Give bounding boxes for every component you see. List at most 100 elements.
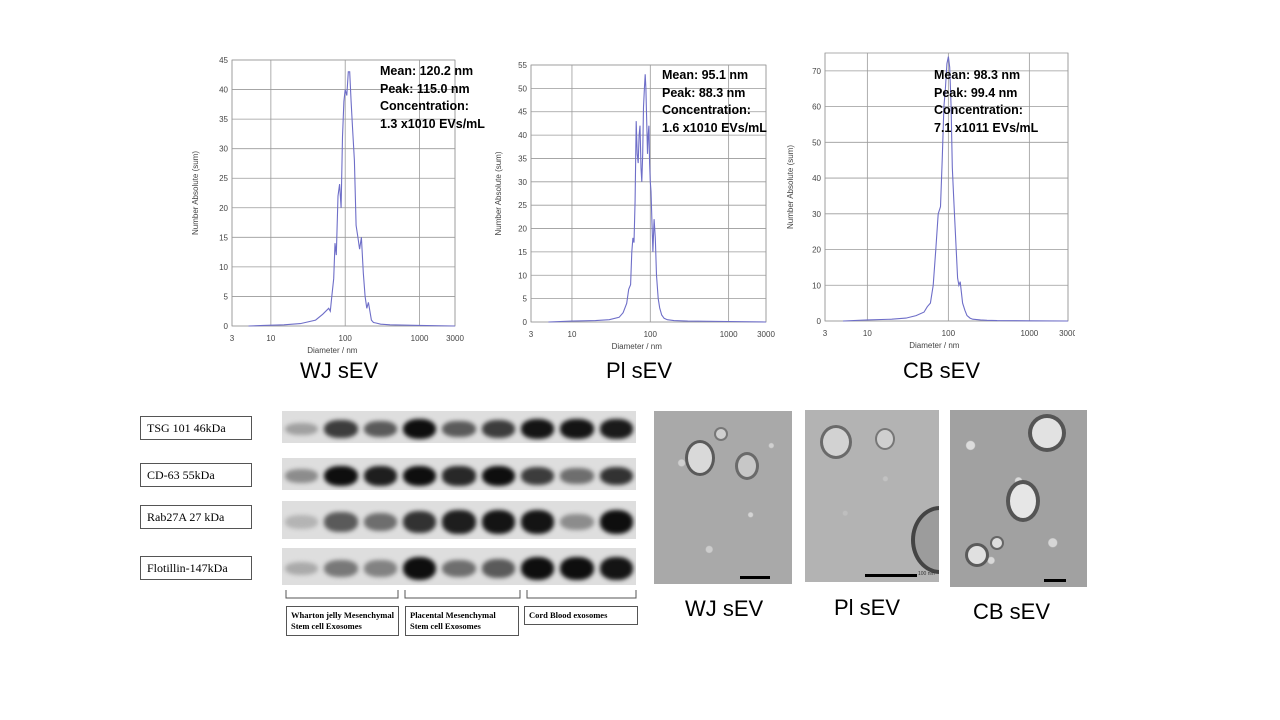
y-tick-label: 5 [224, 292, 229, 301]
y-tick-label: 40 [812, 174, 821, 183]
stat-concentration-label: Concentration: [662, 103, 751, 117]
size-distribution-line [248, 71, 456, 327]
stat-peak: Peak: 88.3 nm [662, 85, 746, 100]
vesicle [877, 430, 893, 448]
plot-area [824, 52, 1069, 322]
nta-stats-wj: Mean: 120.2 nm Peak: 115.0 nm Concentrat… [380, 63, 485, 133]
vesicle [738, 455, 756, 477]
marker-label-rab27a: Rab27A 27 kDa [140, 505, 252, 529]
y-tick-label: 0 [224, 322, 229, 331]
marker-label-cd63: CD-63 55kDa [140, 463, 252, 487]
blot-band [363, 512, 397, 532]
scale-bar [740, 576, 770, 579]
x-tick-label: 100 [644, 330, 658, 339]
x-tick-label: 3000 [1059, 329, 1075, 338]
x-tick-label: 10 [266, 334, 275, 343]
blot-band [560, 468, 594, 484]
vesicle [823, 428, 849, 456]
blot-band [324, 512, 358, 532]
group-label-wharton-jelly: Wharton jelly Mesenchymal Stem cell Exos… [286, 606, 399, 636]
x-tick-label: 100 [942, 329, 956, 338]
blot-band [363, 560, 397, 577]
nta-label-wj: WJ sEV [300, 358, 379, 383]
x-axis-label: Diameter / nm [909, 341, 960, 350]
vesicle [968, 546, 986, 564]
stat-concentration-value: 7.1 x1011 EVs/mL [934, 120, 1039, 135]
blot-band [560, 513, 594, 531]
blot-band [599, 466, 633, 486]
blot-band [442, 420, 476, 438]
x-tick-label: 3 [230, 334, 235, 343]
vesicle [992, 538, 1002, 548]
blot-band [285, 515, 319, 529]
blot-band [363, 466, 397, 486]
y-tick-label: 30 [812, 210, 821, 219]
y-tick-label: 10 [812, 281, 821, 290]
stat-concentration-value: 1.3 x1010 EVs/mL [380, 116, 485, 131]
tem-image-pl: 100 nm [805, 410, 939, 582]
blot-band [403, 510, 437, 533]
bracket-cord-blood [526, 590, 637, 599]
marker-label-flotillin1: Flotillin-147kDa [140, 556, 252, 580]
x-tick-label: 1000 [720, 330, 738, 339]
y-tick-label: 35 [518, 154, 527, 163]
group-label-cord-blood: Cord Blood exosomes [524, 606, 638, 625]
blot-band [599, 419, 633, 439]
blot-band [403, 556, 437, 581]
y-tick-label: 15 [518, 248, 527, 257]
blot-band [442, 510, 476, 534]
vesicle [915, 510, 939, 570]
x-tick-label: 10 [568, 330, 577, 339]
x-tick-label: 1000 [411, 334, 429, 343]
x-tick-label: 1000 [1020, 329, 1038, 338]
blot-band [324, 560, 358, 577]
blot-band [442, 559, 476, 578]
blot-band [285, 422, 319, 436]
x-tick-label: 100 [339, 334, 353, 343]
blot-band [599, 509, 633, 535]
blot-strip-cd63 [282, 458, 636, 490]
y-tick-label: 20 [518, 225, 527, 234]
tem-image-cb [950, 410, 1087, 587]
x-tick-label: 3 [529, 330, 534, 339]
bracket-placental [404, 590, 521, 599]
blot-strip-flotillin1 [282, 548, 636, 585]
stat-mean: Mean: 98.3 nm [934, 68, 1021, 82]
blot-strip-rab27a [282, 501, 636, 539]
nta-chart-pl: 0 5 10 15 20 25 30 35 40 45 50 55 3 10 100 1000 3000 Diam… [494, 61, 775, 351]
blot-band [285, 561, 319, 576]
y-tick-label: 0 [523, 318, 528, 327]
x-axis-label: Diameter / nm [307, 346, 358, 355]
vesicle [1032, 418, 1062, 448]
nta-stats-pl: Mean: 95.1 nm Peak: 88.3 nm Concentratio… [662, 67, 767, 137]
y-tick-label: 70 [812, 67, 821, 76]
y-tick-label: 0 [817, 317, 822, 326]
blot-band [560, 556, 594, 581]
blot-band [521, 418, 555, 440]
y-tick-label: 50 [518, 84, 527, 93]
y-tick-label: 5 [523, 295, 528, 304]
y-tick-label: 25 [518, 201, 527, 210]
blot-band [481, 509, 515, 534]
scale-bar [1044, 579, 1066, 582]
blot-band [481, 420, 515, 438]
size-distribution-line [842, 56, 1069, 322]
blot-band [285, 469, 319, 483]
tem-label-wj: WJ sEV [685, 596, 764, 621]
y-axis-label: Number Absolute (sum) [191, 151, 200, 235]
blot-band [403, 418, 437, 440]
y-tick-label: 45 [219, 56, 228, 65]
lane-group-brackets [285, 590, 637, 599]
blot-band [521, 509, 555, 534]
y-tick-label: 35 [219, 115, 228, 124]
stat-peak: Peak: 99.4 nm [934, 85, 1018, 100]
y-tick-label: 30 [219, 145, 228, 154]
x-tick-label: 3 [823, 329, 828, 338]
stat-peak: Peak: 115.0 nm [380, 81, 470, 96]
blot-band [363, 420, 397, 438]
y-tick-label: 10 [518, 271, 527, 280]
blot-band [521, 556, 555, 581]
vesicle [716, 429, 726, 439]
group-label-placental: Placental Mesenchymal Stem cell Exosomes [405, 606, 519, 636]
nta-label-pl: Pl sEV [606, 358, 673, 383]
